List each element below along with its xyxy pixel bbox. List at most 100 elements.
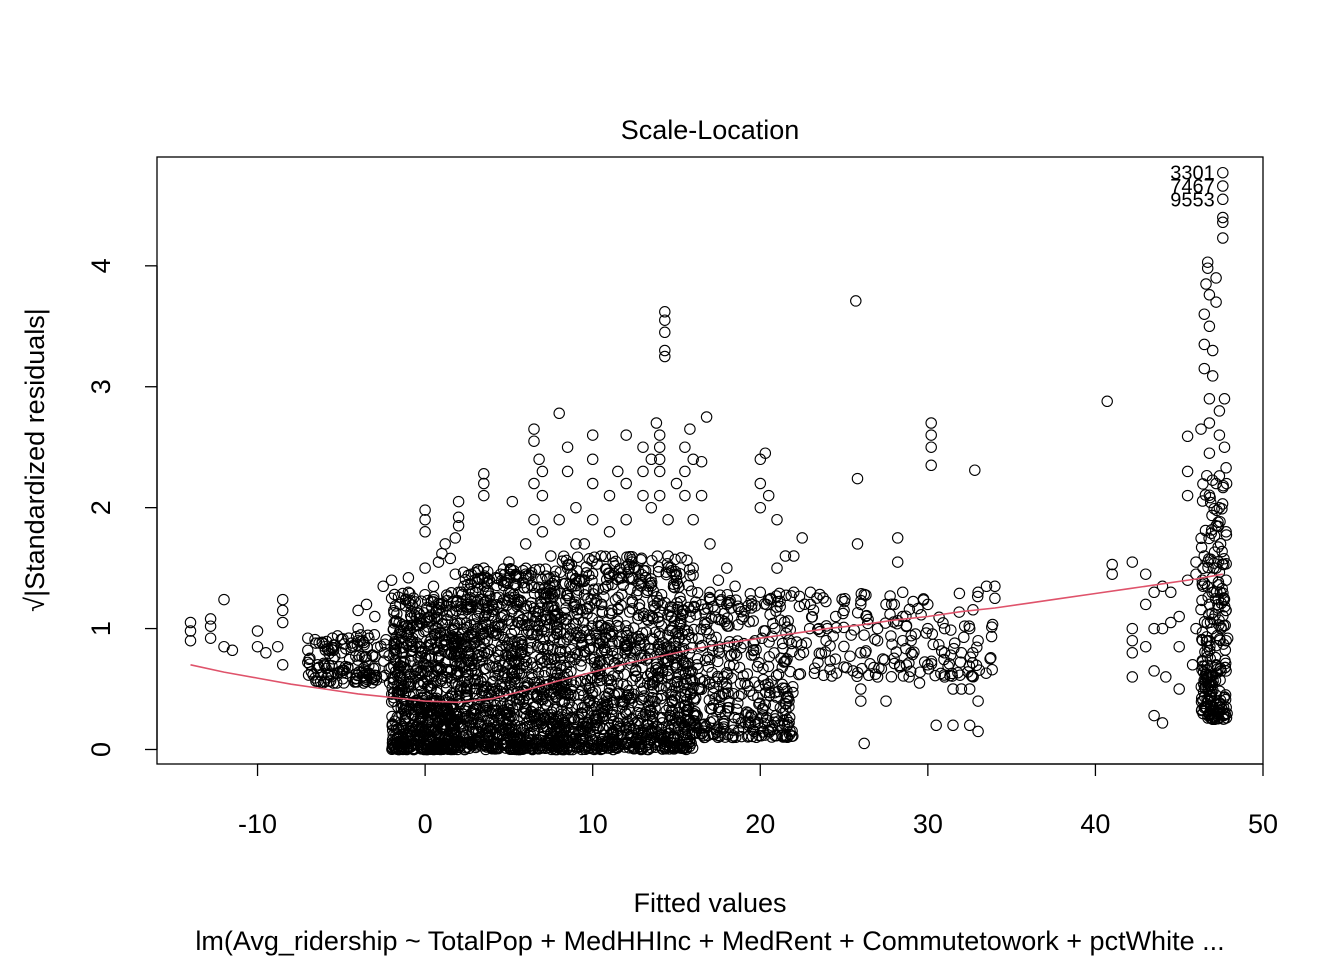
data-point [516, 613, 528, 626]
data-point [518, 581, 531, 594]
data-point [551, 628, 563, 641]
data-point [588, 656, 601, 669]
sub-caption: lm(Avg_ridership ~ TotalPop + MedHHInc +… [195, 926, 1224, 956]
data-point [650, 417, 663, 429]
data-point [276, 616, 289, 629]
data-point [536, 717, 548, 729]
data-point [534, 596, 547, 609]
data-point [586, 477, 599, 490]
data-point [506, 636, 518, 648]
data-point [925, 417, 937, 429]
data-point [586, 453, 599, 466]
data-point [969, 464, 981, 476]
data-point [536, 526, 549, 538]
data-point [546, 737, 559, 750]
data-point [407, 644, 419, 657]
data-point [547, 634, 560, 646]
data-point [418, 625, 430, 638]
data-point [565, 580, 578, 593]
data-point [596, 605, 608, 618]
data-point [389, 600, 402, 612]
data-point [485, 742, 498, 755]
data-point [424, 725, 437, 737]
data-point [436, 713, 449, 725]
data-point [490, 592, 502, 604]
data-point [533, 453, 545, 466]
data-point [1126, 556, 1139, 568]
data-point [538, 620, 551, 632]
data-point [858, 737, 870, 750]
data-point [647, 675, 659, 688]
data-point [528, 615, 541, 628]
data-point [953, 587, 966, 600]
data-point [276, 604, 289, 617]
data-point [516, 619, 528, 632]
data-point [632, 565, 645, 577]
data-point [522, 612, 534, 624]
data-point [419, 504, 431, 516]
data-point [521, 742, 533, 754]
data-point [712, 574, 725, 586]
data-point [557, 717, 569, 729]
data-point [682, 579, 695, 592]
data-point [620, 477, 632, 490]
chart-title: Scale-Location [621, 115, 800, 145]
data-point [204, 613, 217, 625]
data-point [554, 659, 567, 672]
data-point [340, 643, 352, 655]
data-point [528, 725, 541, 738]
data-point [506, 703, 519, 715]
data-point [538, 592, 551, 605]
data-point [583, 553, 595, 565]
data-point [1126, 671, 1139, 683]
data-point [412, 712, 424, 724]
data-point [466, 736, 478, 749]
data-point [1173, 640, 1185, 653]
data-point [598, 591, 610, 603]
data-point [432, 652, 445, 665]
data-point [547, 703, 560, 715]
data-point [528, 477, 540, 490]
data-point [561, 707, 574, 720]
data-point [406, 632, 419, 644]
data-point [385, 574, 398, 586]
data-point [444, 690, 457, 702]
data-point [342, 661, 354, 674]
data-point [438, 645, 451, 658]
y-tick-label: 1 [86, 621, 116, 636]
data-point [276, 659, 289, 671]
data-point [635, 694, 647, 706]
data-point [450, 669, 462, 681]
data-point [260, 647, 272, 659]
data-point [478, 477, 490, 490]
data-point [388, 636, 401, 648]
data-point [612, 602, 624, 615]
data-point [346, 637, 358, 649]
data-point [483, 659, 496, 671]
data-point [681, 677, 693, 689]
data-point [578, 589, 591, 601]
data-point [472, 622, 484, 634]
data-point [471, 652, 483, 664]
data-point [441, 614, 454, 626]
x-tick-label: 10 [578, 809, 608, 839]
data-point [404, 681, 417, 693]
x-tick-label: 40 [1080, 809, 1110, 839]
data-point [411, 618, 424, 631]
data-point [662, 513, 674, 526]
data-point [580, 678, 592, 690]
data-point [479, 681, 492, 693]
data-point [570, 501, 582, 514]
data-point [670, 657, 683, 669]
data-point [498, 668, 510, 680]
data-point [528, 435, 540, 447]
data-point [1139, 598, 1152, 611]
data-point [486, 605, 499, 618]
data-point [482, 609, 495, 622]
data-point [421, 717, 434, 729]
data-point [419, 513, 431, 526]
data-point [485, 723, 497, 735]
data-point [402, 627, 414, 640]
data-point [449, 532, 462, 544]
data-point [654, 606, 666, 618]
